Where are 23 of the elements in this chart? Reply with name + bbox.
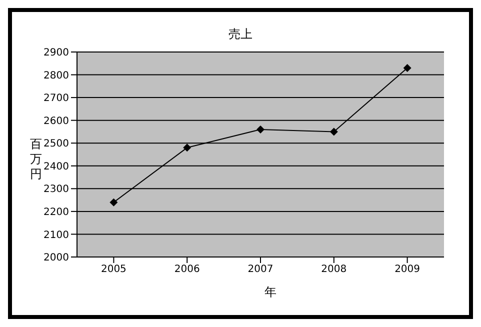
y-tick-label: 2400 bbox=[44, 161, 69, 172]
x-tick-label: 2006 bbox=[174, 264, 200, 276]
chart-title: 売上 bbox=[228, 26, 254, 43]
x-tick-label: 2008 bbox=[321, 264, 347, 276]
point bbox=[256, 125, 264, 134]
y-tick-label: 2100 bbox=[44, 230, 69, 241]
y-tick-label: 2900 bbox=[44, 48, 69, 59]
y-axis-title: 百万円 bbox=[29, 137, 43, 182]
point bbox=[330, 128, 338, 136]
x-tick-label: 2009 bbox=[394, 264, 420, 276]
y-tick-label: 2000 bbox=[44, 252, 69, 264]
point bbox=[403, 64, 412, 72]
y-tick-label: 2800 bbox=[44, 70, 69, 82]
point bbox=[183, 144, 192, 152]
y-tick-label: 2200 bbox=[44, 206, 69, 218]
y-tick-label: 2500 bbox=[44, 138, 69, 150]
x-axis-title: 年 bbox=[264, 284, 278, 301]
point bbox=[110, 198, 118, 206]
x-tick-label: 2005 bbox=[100, 264, 126, 276]
x-tick-label: 2007 bbox=[248, 264, 274, 276]
y-tick-label: 2300 bbox=[44, 184, 69, 196]
y-tick-label: 2600 bbox=[44, 116, 69, 127]
y-tick-label: 2700 bbox=[44, 93, 69, 104]
